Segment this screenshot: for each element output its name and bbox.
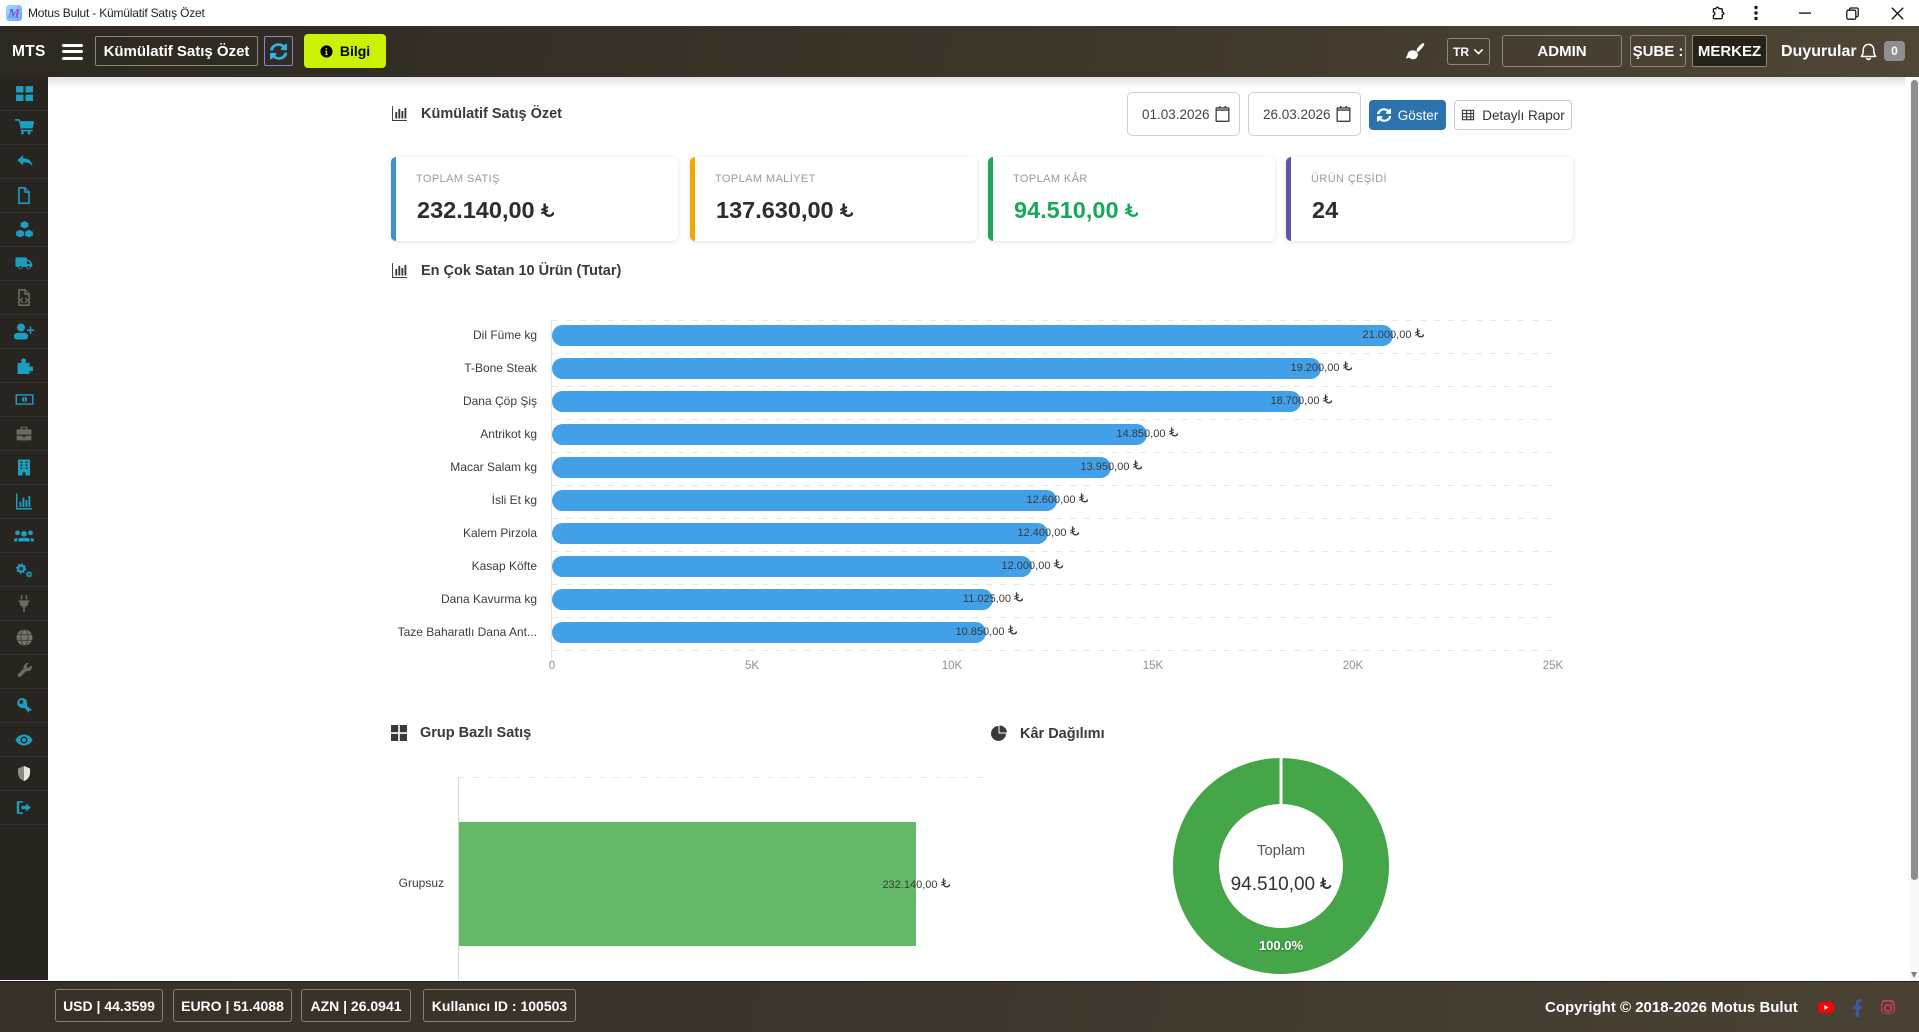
svg-text:M: M [7, 6, 20, 21]
